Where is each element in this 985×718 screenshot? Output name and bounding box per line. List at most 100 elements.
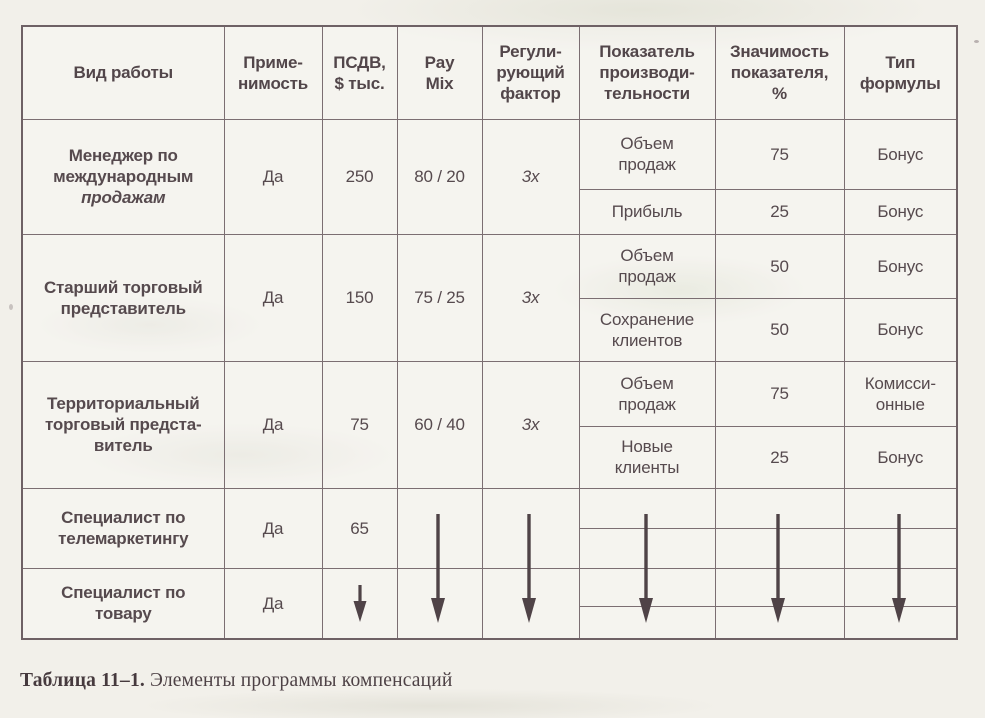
col-header-pay-mix: Pay Mix [396,25,483,120]
table-subrow: Прибыль 25 Бонус [22,188,958,235]
empty-cell [321,567,398,640]
measure-cell: Объем продаж [578,118,716,190]
pay-mix-cell: 75 / 25 [396,233,483,362]
measure-name: Сохранение клиентов [599,309,695,350]
job-name: Специалист по товару [61,583,186,624]
empty-cell [396,487,483,569]
empty-cell [714,605,845,640]
empty-cell [578,567,716,607]
table-subrow: Новые клиенты 25 Бонус [22,425,958,489]
formula-cell: Бонус [843,297,958,362]
measure-name: Объем продаж [618,246,676,286]
job-cell: Старший торговый представитель [21,233,225,362]
measure-name: Объем продаж [618,134,676,174]
empty-cell [843,605,958,640]
applicability-cell: Да [223,360,323,489]
scan-speck [9,304,13,310]
applicability-cell: Да [223,118,323,235]
applicability-cell: Да [223,487,323,569]
applicability-cell: Да [223,233,323,362]
empty-cell [481,487,580,569]
measure-name: Объем продаж [618,373,676,414]
col-header-label: Регули- рующий фактор [496,42,565,104]
pay-mix-cell: 80 / 20 [396,118,483,235]
psdv-cell: 65 [321,487,398,569]
measure-cell: Объем продаж [578,360,716,427]
job-name: Старший торговый представитель [43,277,203,318]
col-header-label: Pay Mix [424,52,455,93]
measure-cell: Объем продаж [578,233,716,299]
table-row: Специалист по товару Да [21,567,958,640]
col-header-formula-type: Тип формулы [843,25,958,120]
job-name: Территориальный торговый предста- витель [45,394,202,455]
factor-cell: 3х [481,233,580,362]
measure-cell: Сохранение клиентов [578,297,716,362]
table-caption-title: Элементы программы компенсаций [144,669,453,691]
col-header-job: Вид работы [21,25,225,120]
empty-cell [714,567,845,607]
job-name: Менеджер по международным [53,146,194,186]
table-caption: Таблица 11–1. Элементы программы компенс… [20,670,960,692]
applicability-cell: Да [223,567,323,640]
table-caption-number: Таблица 11–1. [20,669,145,691]
col-header-psdv: ПСДВ, $ тыс. [321,25,398,120]
formula-name: Комисси- онные [864,373,936,414]
weight-cell: 75 [714,118,845,190]
compensation-table-grid: Вид работы Приме- нимость ПСДВ, $ тыс. P… [21,25,958,640]
table-row: Специалист по телемаркетингу Да 65 [21,487,958,569]
table-row: Территориальный торговый предста- витель… [21,360,958,489]
empty-cell [396,567,483,640]
table-header-row: Вид работы Приме- нимость ПСДВ, $ тыс. P… [21,25,958,120]
empty-cell [578,487,716,529]
job-cell: Менеджер по международным продажам [21,118,225,235]
measure-name: Новые клиенты [614,437,680,477]
job-cell: Территориальный торговый предста- витель [21,360,225,489]
col-header-label: Показатель производи- тельности [599,42,695,104]
empty-cell [578,605,716,640]
col-header-measure: Показатель производи- тельности [578,25,716,120]
psdv-cell: 75 [321,360,398,489]
factor-cell: 3х [481,360,580,489]
empty-cell [843,567,958,607]
job-name: Специалист по телемаркетингу [58,508,189,548]
table-row: Старший торговый представитель Да 150 75… [21,233,958,362]
col-header-label: Вид работы [73,63,174,83]
weight-cell: 25 [714,425,845,489]
formula-cell: Бонус [843,425,958,489]
weight-cell: 50 [714,233,845,299]
job-name-italic: продажам [81,188,166,207]
col-header-label: Значимость показателя, % [729,42,829,104]
scan-speck [974,40,979,43]
empty-cell [714,487,845,529]
weight-cell: 75 [714,360,845,427]
empty-cell [843,527,958,569]
formula-cell: Комисси- онные [843,360,958,427]
col-header-weight: Значимость показателя, % [714,25,845,120]
psdv-cell: 150 [321,233,398,362]
compensation-table: Вид работы Приме- нимость ПСДВ, $ тыс. P… [21,25,958,640]
table-row: Менеджер по международным продажам Да 25… [21,118,958,235]
psdv-cell: 250 [321,118,398,235]
measure-cell: Новые клиенты [578,425,716,489]
measure-name: Прибыль [611,202,683,221]
job-cell: Специалист по телемаркетингу [21,487,225,569]
col-header-label: ПСДВ, $ тыс. [333,52,386,93]
factor-cell: 3х [481,118,580,235]
measure-cell: Прибыль [578,188,716,235]
col-header-factor: Регули- рующий фактор [481,25,580,120]
formula-cell: Бонус [843,233,958,299]
col-header-label: Тип формулы [859,52,941,93]
formula-cell: Бонус [843,118,958,190]
empty-cell [843,487,958,529]
weight-cell: 25 [714,188,845,235]
empty-cell [481,567,580,640]
weight-cell: 50 [714,297,845,362]
formula-cell: Бонус [843,188,958,235]
empty-cell [578,527,716,569]
col-header-label: Приме- нимость [237,52,309,93]
empty-cell [714,527,845,569]
job-cell: Специалист по товару [21,567,225,640]
table-subrow: Сохранение клиентов 50 Бонус [22,297,958,362]
pay-mix-cell: 60 / 40 [396,360,483,489]
